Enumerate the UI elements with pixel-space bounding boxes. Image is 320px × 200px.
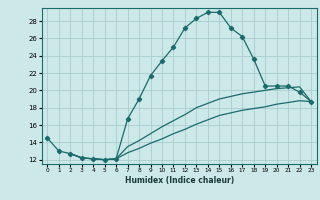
X-axis label: Humidex (Indice chaleur): Humidex (Indice chaleur) [124, 176, 234, 185]
